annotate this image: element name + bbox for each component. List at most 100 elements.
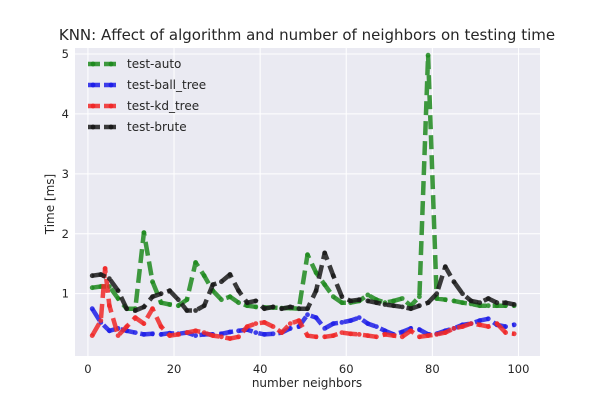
data-point — [244, 324, 250, 329]
data-point — [485, 316, 491, 322]
data-point — [227, 294, 233, 300]
data-point — [193, 308, 199, 313]
data-point — [296, 306, 302, 312]
data-point — [313, 288, 319, 294]
data-point — [167, 333, 173, 338]
legend-marker — [108, 103, 114, 109]
data-point — [305, 306, 310, 312]
data-point — [89, 273, 95, 279]
legend-marker — [108, 82, 114, 88]
series-test-kd_tree — [89, 266, 517, 341]
y-tick-label: 5 — [62, 47, 69, 61]
data-point — [253, 298, 259, 304]
data-point — [89, 285, 95, 291]
x-tick-label: 60 — [339, 362, 354, 376]
legend-marker — [108, 61, 114, 67]
data-point — [124, 324, 130, 329]
data-point — [219, 279, 224, 285]
data-point — [425, 52, 431, 58]
data-point — [210, 282, 216, 288]
data-point — [287, 304, 293, 310]
data-point — [417, 303, 422, 309]
legend-marker — [90, 61, 96, 67]
data-point — [417, 334, 422, 340]
data-point — [374, 324, 379, 329]
data-point — [322, 250, 328, 256]
data-point — [339, 294, 345, 300]
data-point — [468, 321, 474, 326]
data-point — [305, 333, 310, 338]
data-point — [141, 304, 147, 310]
data-point — [107, 276, 112, 282]
data-point — [270, 331, 276, 337]
legend-marker — [90, 124, 96, 130]
data-point — [184, 308, 190, 313]
data-point — [89, 333, 95, 338]
data-point — [236, 334, 242, 340]
data-point — [365, 298, 371, 304]
legend-marker — [90, 82, 96, 88]
data-point — [313, 270, 319, 276]
data-point — [434, 291, 440, 297]
ticks: 0 20 40 60 80 100 1 2 3 4 5 — [62, 47, 530, 376]
data-point — [322, 326, 328, 331]
data-point — [477, 300, 483, 306]
data-point — [330, 273, 336, 279]
data-point — [330, 294, 336, 300]
data-point — [124, 306, 130, 312]
data-point — [348, 318, 353, 323]
data-point — [434, 332, 440, 337]
legend-marker — [108, 124, 114, 130]
data-point — [348, 298, 353, 304]
data-point — [503, 300, 508, 306]
data-point — [107, 303, 112, 309]
data-point — [356, 315, 362, 320]
data-point — [322, 282, 328, 288]
data-point — [167, 288, 173, 294]
data-point — [115, 288, 121, 294]
data-point — [339, 300, 345, 306]
data-point — [107, 328, 112, 334]
data-point — [227, 272, 233, 277]
data-point — [417, 327, 422, 332]
legend-item-test-auto: test-auto — [88, 57, 181, 71]
series-test-brute — [89, 250, 517, 313]
legend-label: test-auto — [127, 57, 181, 71]
data-point — [356, 297, 362, 303]
data-point — [102, 266, 108, 271]
data-point — [399, 296, 405, 301]
data-point — [158, 291, 164, 297]
data-point — [451, 298, 457, 304]
data-point — [270, 304, 276, 310]
data-point — [201, 330, 207, 335]
data-point — [391, 298, 396, 304]
data-point — [244, 300, 250, 306]
data-point — [219, 297, 224, 303]
y-tick-label: 3 — [62, 167, 69, 181]
y-axis-label: Time [ms] — [43, 174, 57, 236]
data-point — [305, 312, 310, 318]
data-point — [210, 333, 216, 338]
data-point — [511, 322, 517, 328]
data-point — [175, 303, 181, 309]
data-point — [399, 334, 405, 340]
legend-marker — [90, 103, 96, 109]
data-point — [460, 300, 465, 306]
data-point — [485, 303, 491, 309]
data-point — [417, 294, 422, 300]
x-tick-label: 20 — [167, 362, 182, 376]
data-point — [279, 306, 285, 312]
data-point — [503, 324, 508, 329]
data-point — [253, 304, 259, 310]
data-point — [270, 324, 276, 329]
data-point — [399, 304, 405, 310]
data-point — [365, 321, 371, 326]
data-point — [253, 321, 259, 326]
data-point — [305, 252, 310, 258]
data-point — [511, 331, 517, 337]
data-point — [184, 297, 190, 303]
data-point — [89, 306, 95, 312]
data-point — [399, 329, 405, 335]
data-point — [141, 321, 147, 326]
data-point — [201, 303, 207, 309]
